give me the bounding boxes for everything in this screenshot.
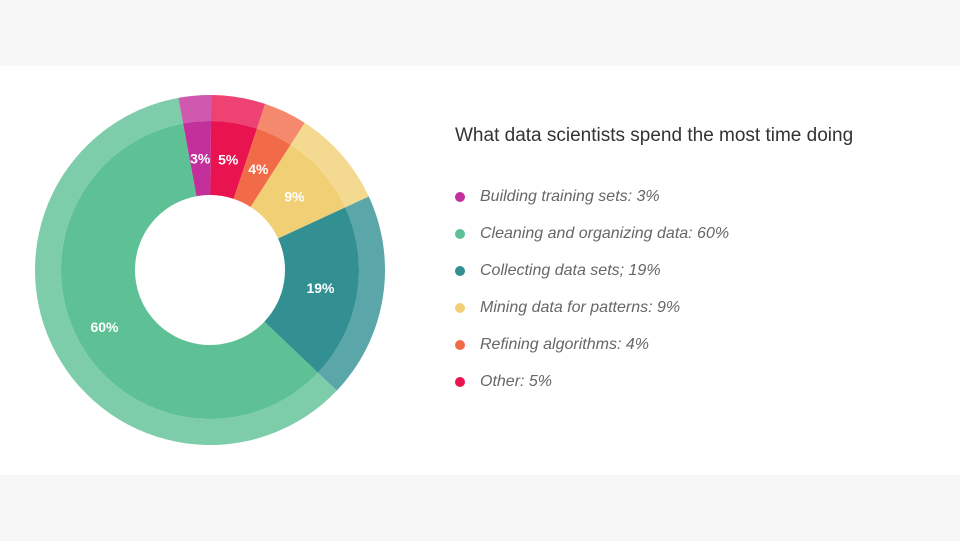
slice-label-refining-algorithms: 4% (248, 161, 269, 177)
donut-slice-labels: 3% 5% 4% 9% 19% 60% (90, 150, 335, 335)
slice-outer-mining-data-for-patterns (290, 122, 369, 208)
slice-label-cleaning-and-organizing-data: 60% (90, 319, 119, 335)
slice-label-other: 5% (218, 151, 239, 167)
legend-color-dot (455, 228, 465, 239)
slice-outer-building-training-sets (178, 95, 212, 124)
legend-color-dot (455, 191, 465, 202)
legend-item: Mining data for patterns: 9% (455, 289, 729, 326)
slice-cleaning-and-organizing-data (61, 123, 318, 419)
slice-building-training-sets (183, 121, 211, 197)
legend-label: Refining algorithms: 4% (480, 335, 649, 353)
legend-item: Other: 5% (455, 363, 729, 400)
legend-label: Other: 5% (480, 372, 553, 390)
chart-title: What data scientists spend the most time… (455, 125, 854, 146)
donut-slices (35, 95, 385, 446)
legend-label: Mining data for patterns: 9% (480, 298, 681, 316)
legend-item: Cleaning and organizing data: 60% (455, 215, 729, 252)
legend-color-dot (455, 302, 465, 313)
slice-other (210, 121, 257, 199)
slice-outer-other (210, 95, 266, 129)
legend-item: Collecting data sets; 19% (455, 252, 729, 289)
legend-label: Collecting data sets; 19% (480, 261, 661, 279)
slice-refining-algorithms (233, 128, 291, 207)
legend-color-dot (455, 376, 465, 387)
chart-legend: Building training sets: 3% Cleaning and o… (455, 178, 729, 400)
slice-label-building-training-sets: 3% (190, 150, 211, 166)
legend-label: Building training sets: 3% (480, 187, 660, 205)
slice-outer-refining-algorithms (256, 103, 305, 145)
legend-color-dot (455, 265, 465, 276)
slice-outer-collecting-data-sets (317, 196, 385, 391)
legend-color-dot (455, 339, 465, 350)
slice-label-mining-data-for-patterns: 9% (284, 188, 305, 204)
slice-label-collecting-data-sets: 19% (306, 280, 335, 296)
legend-item: Refining algorithms: 4% (455, 326, 729, 363)
slice-outer-cleaning-and-organizing-data (35, 97, 337, 446)
legend-item: Building training sets: 3% (455, 178, 729, 215)
legend-label: Cleaning and organizing data: 60% (480, 224, 730, 242)
slice-collecting-data-sets (264, 207, 360, 373)
slice-mining-data-for-patterns (250, 144, 346, 239)
